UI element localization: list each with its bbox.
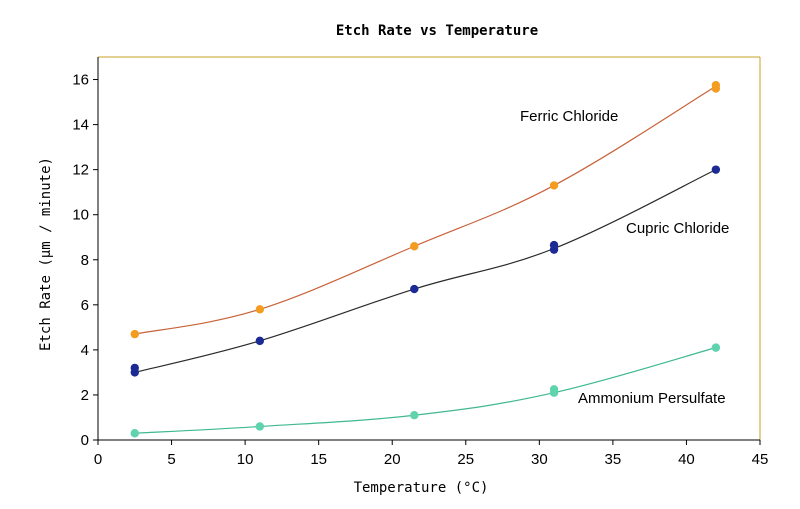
- data-point-ferric-chloride: [549, 181, 559, 190]
- data-point-ammonium-persulfate: [549, 385, 559, 394]
- x-tick-label: 40: [678, 451, 695, 468]
- series-line-ferric-chloride: [134, 85, 717, 335]
- y-axis-ticks: 0 2 4 6 8 10 12 14 16: [72, 72, 98, 449]
- annotation-ferric-chloride: Ferric Chloride: [520, 108, 618, 125]
- series-annotations: Ferric Chloride Cupric Chloride Ammonium P…: [520, 108, 729, 407]
- plot-frame: [97, 56, 761, 441]
- series-ferric-chloride: [130, 80, 721, 339]
- data-point-cupric-chloride: [549, 240, 559, 250]
- data-point-ammonium-persulfate: [711, 343, 721, 352]
- x-tick-label: 5: [167, 451, 175, 468]
- y-tick-label: 2: [81, 387, 89, 404]
- x-tick-label: 10: [237, 451, 254, 468]
- x-tick-label: 15: [310, 451, 327, 468]
- data-point-ammonium-persulfate: [255, 422, 265, 431]
- series-layer: [130, 80, 721, 438]
- x-tick-label: 30: [531, 451, 548, 468]
- series-line-cupric-chloride: [134, 169, 717, 373]
- data-point-ferric-chloride: [255, 305, 265, 314]
- y-tick-label: 8: [81, 252, 89, 269]
- series-ammonium-persulfate: [130, 343, 721, 438]
- data-point-cupric-chloride: [711, 165, 721, 174]
- y-tick-label: 16: [72, 72, 89, 89]
- y-tick-label: 4: [81, 342, 89, 359]
- x-tick-label: 0: [94, 451, 102, 468]
- y-tick-label: 12: [72, 162, 89, 179]
- y-axis-label: Etch Rate (µm / minute): [38, 157, 54, 351]
- x-tick-label: 45: [752, 451, 769, 468]
- x-tick-label: 20: [384, 451, 401, 468]
- data-point-ammonium-persulfate: [410, 411, 419, 420]
- data-point-ferric-chloride: [410, 242, 419, 251]
- series-cupric-chloride: [130, 165, 721, 377]
- data-point-cupric-chloride: [410, 284, 419, 294]
- y-tick-label: 10: [72, 207, 89, 224]
- data-point-cupric-chloride: [130, 363, 139, 373]
- x-tick-label: 25: [457, 451, 474, 468]
- x-tick-label: 35: [605, 451, 622, 468]
- data-point-ferric-chloride: [130, 329, 139, 339]
- y-tick-label: 0: [81, 432, 89, 449]
- data-point-ammonium-persulfate: [130, 429, 139, 438]
- y-tick-label: 6: [81, 297, 89, 314]
- x-axis-ticks: 0 5 10 15 20 25 30 35 40 45: [94, 440, 769, 468]
- annotation-cupric-chloride: Cupric Chloride: [626, 220, 729, 237]
- data-point-cupric-chloride: [255, 336, 265, 346]
- chart-title: Etch Rate vs Temperature: [336, 23, 538, 39]
- y-tick-label: 14: [72, 117, 89, 134]
- data-point-ferric-chloride: [711, 80, 721, 90]
- x-axis-label: Temperature (°C): [354, 480, 489, 496]
- annotation-ammonium-persulfate: Ammonium Persulfate: [578, 390, 726, 407]
